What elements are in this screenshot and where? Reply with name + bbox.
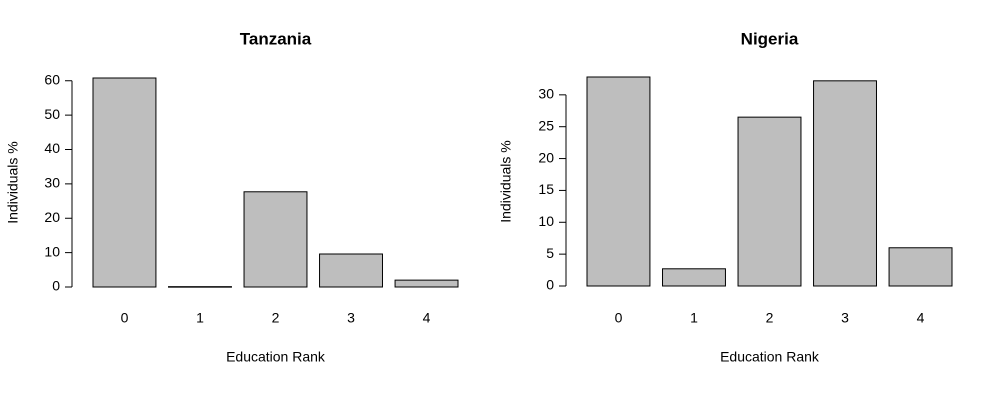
bar bbox=[319, 253, 383, 288]
y-tick-label: 10 bbox=[44, 243, 60, 259]
bar bbox=[888, 247, 953, 287]
y-tick-label: 30 bbox=[538, 86, 554, 102]
bar bbox=[394, 279, 459, 288]
y-tick-label: 15 bbox=[538, 181, 554, 197]
y-tick-label: 0 bbox=[52, 278, 60, 294]
y-tick-label: 0 bbox=[546, 277, 554, 293]
y-tick-label: 50 bbox=[44, 106, 60, 122]
bar bbox=[662, 268, 726, 287]
bar bbox=[586, 76, 651, 287]
y-tick-label: 10 bbox=[538, 213, 554, 229]
bar bbox=[813, 80, 877, 287]
chart-title: Tanzania bbox=[240, 29, 312, 48]
x-tick-label: 0 bbox=[121, 310, 129, 326]
y-tick-label: 60 bbox=[44, 71, 60, 87]
bar bbox=[243, 191, 308, 288]
x-tick-label: 0 bbox=[615, 310, 623, 326]
y-axis-label: Individuals % bbox=[5, 141, 21, 224]
y-tick-label: 25 bbox=[538, 117, 554, 133]
x-tick-label: 4 bbox=[423, 310, 431, 326]
x-axis-label: Education Rank bbox=[720, 349, 820, 365]
x-axis-label: Education Rank bbox=[226, 349, 326, 365]
x-tick-label: 2 bbox=[766, 310, 774, 326]
y-tick-label: 5 bbox=[546, 245, 554, 261]
y-tick-label: 20 bbox=[538, 149, 554, 165]
bar bbox=[737, 116, 802, 287]
y-tick-label: 30 bbox=[44, 175, 60, 191]
y-tick-label: 20 bbox=[44, 209, 60, 225]
bar bbox=[168, 286, 232, 288]
bar bbox=[92, 77, 157, 288]
x-tick-label: 2 bbox=[272, 310, 280, 326]
chart-title: Nigeria bbox=[741, 29, 799, 48]
x-tick-label: 1 bbox=[690, 310, 698, 326]
x-tick-label: 3 bbox=[841, 310, 849, 326]
x-tick-label: 3 bbox=[347, 310, 355, 326]
x-tick-label: 4 bbox=[917, 310, 925, 326]
y-tick-label: 40 bbox=[44, 140, 60, 156]
x-tick-label: 1 bbox=[196, 310, 204, 326]
y-axis-label: Individuals % bbox=[498, 140, 514, 223]
